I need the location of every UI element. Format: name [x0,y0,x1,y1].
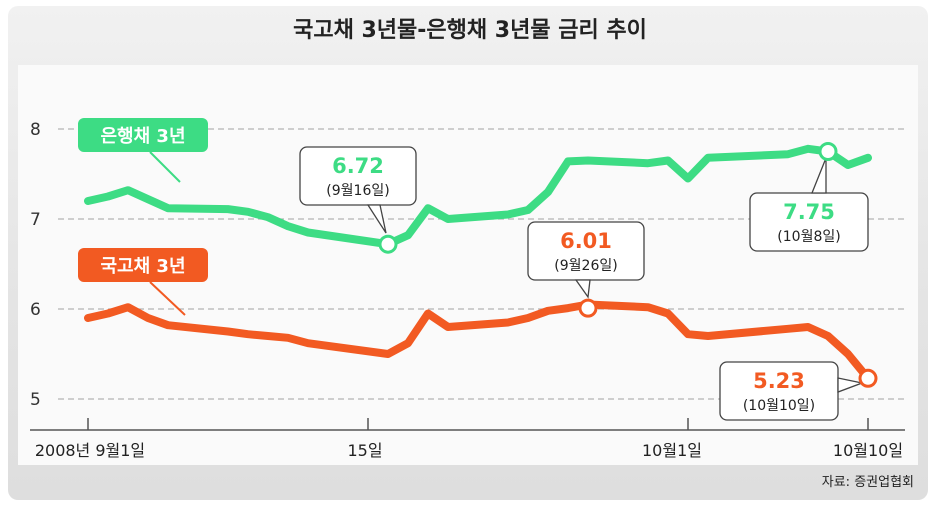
callout-pointer [574,279,591,299]
source-note: 자료: 증권업협회 [821,475,914,490]
callout-value: 7.75 [783,200,835,224]
callout-box [749,192,869,252]
callout-value: 5.23 [753,369,805,393]
callout-date: (10월8일) [777,229,840,245]
callout-pointer [811,157,827,194]
callout-value: 6.01 [560,229,612,253]
callout-box [299,146,417,206]
callout-date: (10월10일) [743,398,815,414]
callout-date: (9월16일) [326,183,389,199]
legend-badge [78,118,208,152]
x-tick-label: 2008년 9월1일 [35,441,145,460]
y-tick-label: 7 [30,210,41,230]
legend-label: 국고채 3년 [100,256,185,277]
highlight-point [858,368,878,388]
y-tick-label: 5 [30,390,41,410]
y-tick-label: 8 [30,120,41,140]
x-tick-label: 10월1일 [642,441,702,460]
callout-date: (9월26일) [554,258,617,274]
legend-label: 은행채 3년 [100,126,185,147]
callout-pointer [366,204,387,234]
callout-pointer [837,377,865,393]
legend-leader-line [149,281,186,316]
x-tick-label: 15일 [347,441,382,460]
highlight-point [378,234,398,254]
highlight-point [818,142,838,161]
y-tick-label: 6 [30,300,41,320]
callout-value: 6.72 [332,154,384,178]
series-line-gov [84,300,872,383]
chart-title: 국고채 3년물-은행채 3년물 금리 추이 [293,18,647,43]
highlight-point [578,298,598,318]
series-line-bank [84,144,872,249]
legend-badge [78,248,208,282]
x-tick-label: 10월10일 [833,441,903,460]
legend-leader-line [149,151,181,183]
